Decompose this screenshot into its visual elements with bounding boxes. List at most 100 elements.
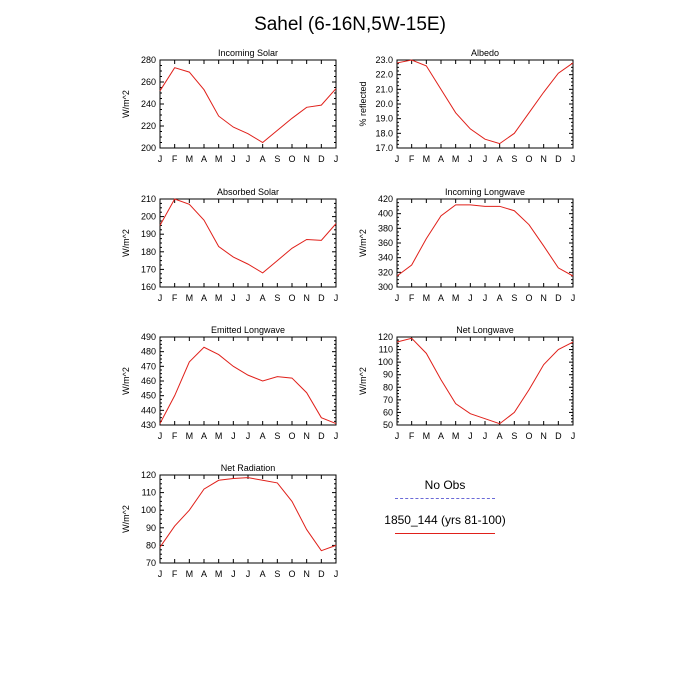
y-axis-label: % reflected (358, 81, 368, 126)
x-tick-label: N (540, 293, 547, 303)
panel-title-net-radiation: Net Radiation (221, 463, 276, 473)
y-tick-label: 440 (141, 405, 156, 415)
y-tick-label: 190 (141, 229, 156, 239)
x-tick-label: J (334, 154, 339, 164)
x-tick-label: J (571, 293, 576, 303)
panel-title-net-longwave: Net Longwave (456, 325, 514, 335)
panel-emitted-longwave: Emitted Longwave W/m^2 430 440 450 460 470 480 4… (121, 325, 338, 441)
series-line-1850-144-yrs-81-100 (159, 198, 337, 274)
x-tick-label: D (555, 431, 562, 441)
x-tick-label: N (540, 431, 547, 441)
x-tick-label: S (511, 293, 517, 303)
x-tick-label: J (231, 569, 236, 579)
x-tick-label: A (438, 293, 444, 303)
figure-title: Sahel (6-16N,5W-15E) (254, 14, 446, 35)
x-tick-label: M (215, 431, 223, 441)
x-tick-label: A (260, 154, 266, 164)
y-tick-label: 160 (141, 282, 156, 292)
x-tick-label: M (423, 293, 431, 303)
x-tick-label: J (158, 154, 163, 164)
y-tick-label: 120 (141, 470, 156, 480)
x-tick-label: M (186, 431, 194, 441)
plot-frame (159, 59, 337, 149)
x-tick-label: M (452, 431, 460, 441)
y-tick-label: 430 (141, 420, 156, 430)
legend-swatch-1850-144 (395, 533, 495, 534)
y-tick-label: 340 (378, 253, 393, 263)
legend-swatch-no-obs (395, 498, 495, 499)
series-line-1850-144-yrs-81-100 (159, 477, 337, 552)
x-tick-label: F (409, 293, 415, 303)
x-tick-label: S (511, 431, 517, 441)
x-tick-label: O (288, 431, 295, 441)
x-tick-label: A (260, 431, 266, 441)
y-axis-label: W/m^2 (358, 367, 368, 395)
x-tick-label: J (246, 154, 251, 164)
y-tick-label: 22.0 (375, 70, 393, 80)
panel-title-incoming-longwave: Incoming Longwave (445, 187, 525, 197)
x-tick-label: J (158, 431, 163, 441)
y-tick-label: 300 (378, 282, 393, 292)
x-tick-label: A (497, 154, 503, 164)
plot-frame (159, 198, 337, 288)
x-tick-label: J (483, 154, 488, 164)
y-tick-label: 200 (141, 212, 156, 222)
panel-title-emitted-longwave: Emitted Longwave (211, 325, 285, 335)
panel-title-absorbed-solar: Absorbed Solar (217, 187, 279, 197)
y-tick-label: 220 (141, 121, 156, 131)
x-tick-label: J (334, 293, 339, 303)
x-tick-label: D (555, 293, 562, 303)
x-tick-label: J (395, 154, 400, 164)
y-tick-label: 90 (383, 370, 393, 380)
x-tick-label: O (525, 154, 532, 164)
y-tick-label: 90 (146, 523, 156, 533)
y-tick-label: 70 (146, 558, 156, 568)
panel-albedo: Albedo % reflected 17.0 18.0 19.0 20.0 21.0 22.… (358, 48, 575, 164)
panel-title-albedo: Albedo (471, 48, 499, 58)
series-line-1850-144-yrs-81-100 (396, 337, 574, 425)
x-tick-label: J (468, 293, 473, 303)
x-tick-label: J (395, 431, 400, 441)
x-tick-label: J (246, 569, 251, 579)
y-tick-label: 450 (141, 391, 156, 401)
panel-title-incoming-solar: Incoming Solar (218, 48, 278, 58)
y-axis-label: W/m^2 (121, 90, 131, 118)
x-tick-label: F (172, 293, 178, 303)
x-tick-label: N (540, 154, 547, 164)
y-tick-label: 100 (378, 357, 393, 367)
x-tick-label: M (186, 569, 194, 579)
y-tick-label: 19.0 (375, 114, 393, 124)
x-tick-label: F (409, 154, 415, 164)
series-line-1850-144-yrs-81-100 (159, 346, 337, 424)
x-tick-label: A (201, 293, 207, 303)
legend-label-1850-144: 1850_144 (yrs 81-100) (384, 513, 506, 527)
y-axis-label: W/m^2 (121, 229, 131, 257)
x-tick-label: S (274, 431, 280, 441)
x-tick-label: J (483, 293, 488, 303)
y-tick-label: 470 (141, 361, 156, 371)
x-tick-label: O (288, 154, 295, 164)
x-tick-label: A (201, 569, 207, 579)
x-tick-label: M (186, 154, 194, 164)
x-tick-label: O (525, 431, 532, 441)
x-tick-label: D (555, 154, 562, 164)
y-tick-label: 18.0 (375, 128, 393, 138)
x-tick-label: J (334, 431, 339, 441)
y-tick-label: 240 (141, 99, 156, 109)
series-line-1850-144-yrs-81-100 (159, 67, 337, 144)
y-tick-label: 23.0 (375, 55, 393, 65)
x-tick-label: S (274, 154, 280, 164)
x-tick-label: J (246, 431, 251, 441)
x-tick-label: S (274, 293, 280, 303)
x-tick-label: M (186, 293, 194, 303)
x-tick-label: O (288, 569, 295, 579)
x-tick-label: D (318, 293, 325, 303)
x-tick-label: D (318, 154, 325, 164)
x-tick-label: J (483, 431, 488, 441)
y-tick-label: 360 (378, 238, 393, 248)
y-tick-label: 210 (141, 194, 156, 204)
